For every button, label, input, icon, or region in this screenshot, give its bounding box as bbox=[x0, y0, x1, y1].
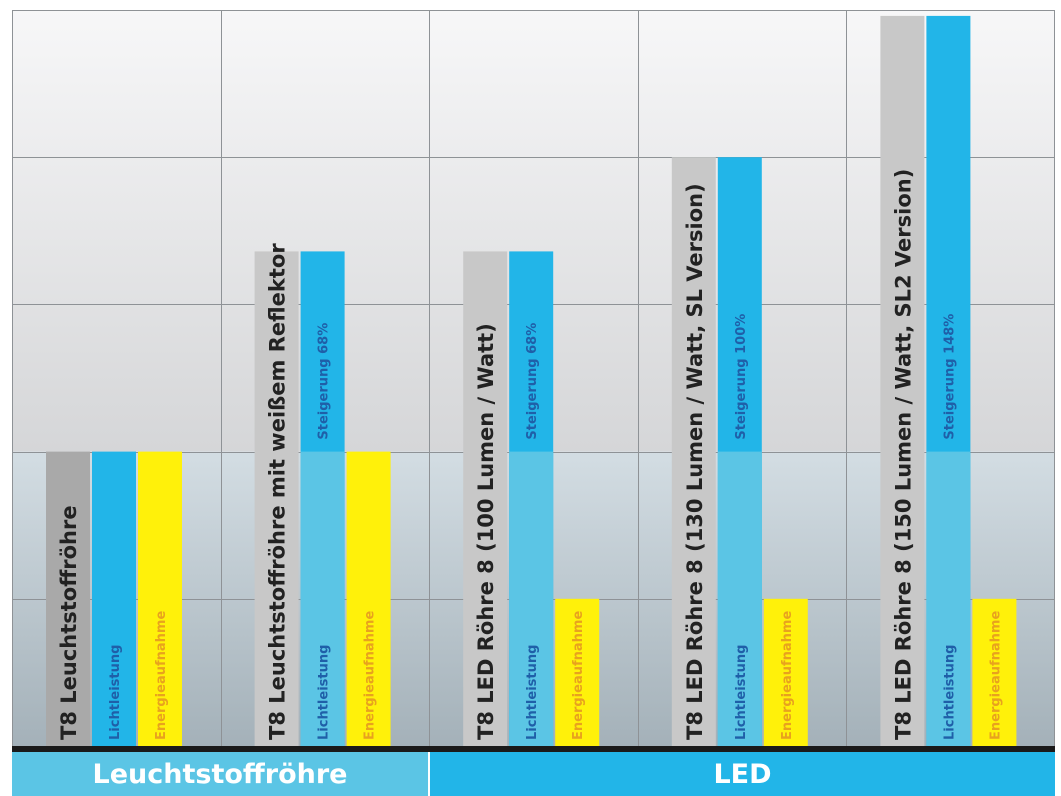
group-label-text: Leuchtstoffröhre bbox=[92, 758, 348, 790]
increase-label: Steigerung 100% bbox=[734, 314, 749, 440]
series-label-lichtleistung: Lichtleistung bbox=[734, 645, 749, 740]
series-label-lichtleistung: Lichtleistung bbox=[525, 645, 540, 740]
category-bar bbox=[46, 451, 90, 746]
chart: T8 Leuchtstoffröhre Lichtleistung Energiea… bbox=[12, 10, 1055, 747]
bar-energieaufnahme bbox=[346, 451, 391, 746]
category-bar bbox=[463, 251, 508, 746]
bar-energieaufnahme bbox=[763, 598, 808, 746]
group-label-text: LED bbox=[713, 758, 772, 790]
bar-energieaufnahme bbox=[972, 598, 1017, 746]
series-label-energieaufnahme: Energieaufnahme bbox=[571, 611, 586, 740]
group-label-led: LED bbox=[430, 752, 1055, 796]
increase-label: Steigerung 148% bbox=[942, 314, 957, 440]
category-bar bbox=[671, 157, 716, 746]
bar-lichtleistung-base bbox=[300, 451, 345, 746]
group-label-leuchtstoffroehre: Leuchtstoffröhre bbox=[12, 752, 428, 796]
increase-label: Steigerung 68% bbox=[525, 323, 540, 440]
bar-lichtleistung-base bbox=[717, 451, 762, 746]
bar-energieaufnahme bbox=[138, 451, 182, 746]
category-bar bbox=[880, 15, 925, 746]
series-label-energieaufnahme: Energieaufnahme bbox=[363, 611, 378, 740]
series-label-energieaufnahme: Energieaufnahme bbox=[780, 611, 795, 740]
series-label-lichtleistung: Lichtleistung bbox=[317, 645, 332, 740]
chart-svg: T8 Leuchtstoffröhre Lichtleistung Energiea… bbox=[12, 10, 1055, 747]
category-label: T8 LED Röhre 8 (100 Lumen / Watt) bbox=[474, 323, 498, 740]
bar-lichtleistung-base bbox=[926, 451, 971, 746]
baseline bbox=[12, 746, 1055, 752]
increase-label: Steigerung 68% bbox=[317, 323, 332, 440]
series-label-energieaufnahme: Energieaufnahme bbox=[154, 611, 169, 740]
series-label-lichtleistung: Lichtleistung bbox=[942, 645, 957, 740]
category-label: T8 Leuchtstoffröhre mit weißem Reflektor bbox=[266, 243, 290, 740]
category-label: T8 LED Röhre 8 (130 Lumen / Watt, SL Ver… bbox=[683, 183, 707, 740]
bar-energieaufnahme bbox=[555, 598, 600, 746]
series-label-energieaufnahme: Energieaufnahme bbox=[988, 611, 1003, 740]
category-bar bbox=[254, 251, 299, 746]
series-label-lichtleistung: Lichtleistung bbox=[108, 645, 123, 740]
category-label: T8 Leuchtstoffröhre bbox=[57, 505, 81, 740]
bar-lichtleistung bbox=[92, 451, 136, 746]
bar-lichtleistung-base bbox=[509, 451, 554, 746]
category-label: T8 LED Röhre 8 (150 Lumen / Watt, SL2 Ve… bbox=[891, 169, 915, 740]
